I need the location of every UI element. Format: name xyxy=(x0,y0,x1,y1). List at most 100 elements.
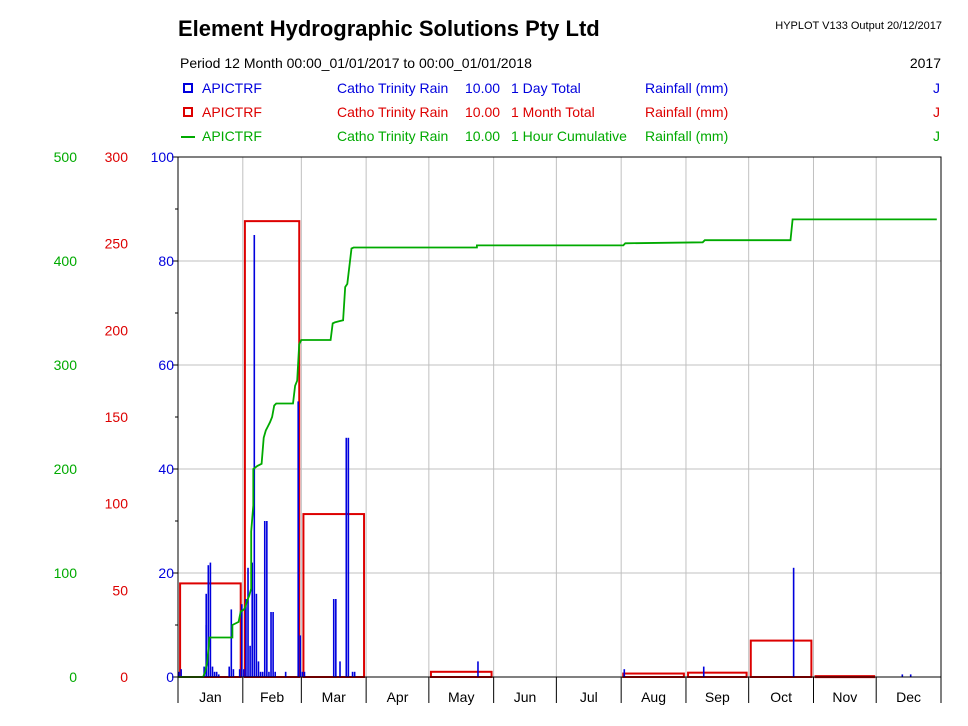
daily-total-bar xyxy=(268,671,270,677)
legend-description: 1 Day Total xyxy=(511,80,581,96)
daily-total-bar xyxy=(178,671,180,677)
daily-total-bar xyxy=(332,599,335,677)
daily-total-bar xyxy=(203,666,205,677)
daily-total-bar xyxy=(228,666,231,677)
legend-description: 1 Month Total xyxy=(511,104,595,120)
legend-site: Catho Trinity Rain xyxy=(337,104,449,120)
daily-total-bar xyxy=(702,666,705,677)
daily-total-bar xyxy=(274,671,277,677)
y-tick-label-cumulative: 200 xyxy=(54,461,78,477)
daily-total-bar xyxy=(284,671,287,677)
y-tick-label-cumulative: 500 xyxy=(54,149,78,165)
legend-variable: 10.00 xyxy=(465,80,501,96)
daily-total-bar xyxy=(230,609,233,677)
daily-total-bar xyxy=(253,235,256,677)
x-tick-label: Dec xyxy=(896,689,921,705)
monthly-total-bar-may xyxy=(429,670,493,678)
y-tick-label-cumulative: 300 xyxy=(54,357,78,373)
daily-total-bar xyxy=(211,666,214,677)
daily-total-bar xyxy=(345,437,348,677)
daily-total-bar xyxy=(335,599,337,677)
daily-total-bar xyxy=(353,671,356,677)
legend-unit: Rainfall (mm) xyxy=(645,80,729,96)
x-tick-label: Oct xyxy=(770,689,792,705)
daily-total-bar xyxy=(251,562,254,677)
daily-total-bar xyxy=(259,671,262,677)
x-tick-label: Nov xyxy=(832,689,857,705)
legend-symbol-daily-box-icon xyxy=(183,83,193,93)
legend-row-monthly: APICTRF Catho Trinity Rain 10.00 1 Month… xyxy=(0,104,968,122)
x-tick-label: May xyxy=(448,689,474,705)
monthly-total-series xyxy=(179,220,876,679)
daily-total-bar xyxy=(240,604,243,677)
daily-total-bar xyxy=(477,661,479,677)
legend-code: APICTRF xyxy=(202,128,262,144)
legend-site: Catho Trinity Rain xyxy=(337,80,449,96)
hour-cumulative-line xyxy=(178,218,937,678)
y-tick-label-monthly: 300 xyxy=(105,149,129,165)
daily-total-bar xyxy=(232,669,235,677)
daily-total-bar xyxy=(205,593,208,677)
daily-total-series xyxy=(178,235,912,677)
x-tick-label: Aug xyxy=(641,689,666,705)
legend-row-daily: APICTRF Catho Trinity Rain 10.00 1 Day T… xyxy=(0,80,968,98)
x-tick-label: Feb xyxy=(260,689,284,705)
y-tick-label-daily: 100 xyxy=(151,149,175,165)
daily-total-bar xyxy=(238,669,241,677)
daily-total-bar xyxy=(339,661,341,677)
period-label: Period 12 Month 00:00_01/01/2017 to 00:0… xyxy=(180,55,532,71)
x-tick-label: Mar xyxy=(322,689,346,705)
x-tick-label: Jan xyxy=(199,689,222,705)
daily-total-bar xyxy=(243,669,245,677)
y-tick-label-daily: 40 xyxy=(158,461,174,477)
y-tick-label-monthly: 0 xyxy=(120,669,128,685)
y-tick-label-monthly: 50 xyxy=(112,582,128,598)
x-tick-label: Jul xyxy=(580,689,598,705)
legend-row-cumulative: APICTRF Catho Trinity Rain 10.00 1 Hour … xyxy=(0,128,968,146)
legend-flag: J xyxy=(933,80,940,96)
daily-total-bar xyxy=(180,669,182,677)
legend-symbol-cumulative-line-icon xyxy=(181,136,195,138)
legend-flag: J xyxy=(933,104,940,120)
y-tick-label-monthly: 150 xyxy=(105,409,129,425)
daily-total-bar xyxy=(297,401,299,677)
y-tick-label-cumulative: 400 xyxy=(54,253,78,269)
x-tick-label: Apr xyxy=(387,689,409,705)
y-tick-label-daily: 60 xyxy=(158,357,174,373)
monthly-total-bar-feb xyxy=(243,220,301,678)
daily-total-bar xyxy=(347,437,350,677)
monthly-total-bar-oct xyxy=(749,639,813,678)
page-title: Element Hydrographic Solutions Pty Ltd xyxy=(178,16,600,41)
daily-total-bar xyxy=(303,671,306,677)
daily-total-bar xyxy=(792,567,795,677)
chart-axes: 0 20 40 60 80 100 0 50 100 150 200 250 300 0 100 200 300… xyxy=(54,149,942,705)
daily-total-bar xyxy=(301,671,304,677)
legend-unit: Rainfall (mm) xyxy=(645,104,729,120)
y-tick-label-daily: 20 xyxy=(158,565,174,581)
daily-total-bar xyxy=(209,562,212,677)
y-tick-label-cumulative: 100 xyxy=(54,565,78,581)
daily-total-bar xyxy=(207,565,210,677)
legend-variable: 10.00 xyxy=(465,128,501,144)
daily-total-bar xyxy=(351,671,354,677)
y-tick-label-monthly: 100 xyxy=(105,496,129,512)
version-output-label: HYPLOT V133 Output 20/12/2017 xyxy=(775,20,942,32)
daily-total-bar xyxy=(249,645,251,677)
daily-total-bar xyxy=(245,599,247,677)
daily-total-bar xyxy=(266,521,268,677)
monthly-total-bar-aug xyxy=(622,672,685,678)
legend-code: APICTRF xyxy=(202,104,262,120)
daily-total-bar xyxy=(257,661,260,677)
daily-total-bar xyxy=(255,593,258,677)
daily-total-bar xyxy=(263,521,266,677)
y-tick-label-cumulative: 0 xyxy=(69,669,77,685)
daily-total-bar xyxy=(247,567,249,677)
legend-symbol-monthly-box-icon xyxy=(183,107,193,117)
daily-total-bar xyxy=(261,671,264,677)
legend-site: Catho Trinity Rain xyxy=(337,128,449,144)
daily-total-bar xyxy=(909,674,912,677)
daily-total-bar xyxy=(272,612,274,677)
year-label: 2017 xyxy=(909,55,941,71)
daily-total-bar xyxy=(270,612,272,677)
